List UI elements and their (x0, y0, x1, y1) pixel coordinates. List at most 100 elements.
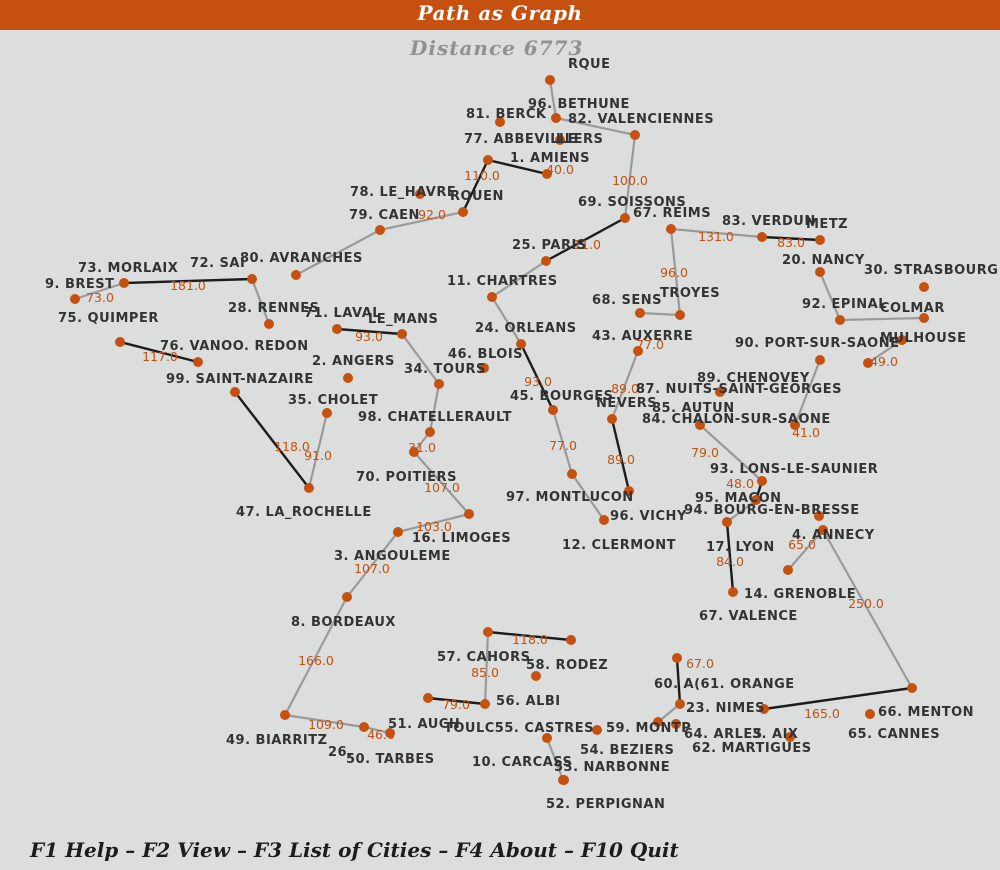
city-node-poitiers[interactable] (409, 447, 419, 457)
city-node-rouen[interactable] (458, 207, 468, 217)
city-node-reims[interactable] (666, 224, 676, 234)
city-label-auxerre: 43. AUXERRE (592, 329, 693, 344)
city-label-martigues: 62. MARTIGUES (692, 741, 812, 756)
city-node-blois[interactable] (479, 363, 489, 373)
city-node-colmar[interactable] (919, 313, 929, 323)
city-node-bourg[interactable] (814, 511, 824, 521)
city-node-strasbourg[interactable] (919, 282, 929, 292)
city-node-cholet[interactable] (322, 408, 332, 418)
city-label-lons: 93. LONS-LE-SAUNIER (710, 462, 878, 477)
city-node-llers[interactable] (555, 135, 565, 145)
edge-weight-label: 118.0 (274, 439, 310, 454)
city-node-angouleme[interactable] (393, 527, 403, 537)
city-node-cahors[interactable] (483, 627, 493, 637)
city-label-aix: 3. AIX (752, 727, 798, 742)
city-node-tarbes[interactable] (385, 728, 395, 738)
city-node-arles[interactable] (671, 719, 681, 729)
city-node-chenove[interactable] (815, 355, 825, 365)
city-node-soissons[interactable] (620, 213, 630, 223)
city-node-nevers[interactable] (607, 414, 617, 424)
city-node-nancy[interactable] (815, 267, 825, 277)
city-label-tarbes: 50. TARBES (346, 752, 435, 767)
city-node-cannes[interactable] (865, 709, 875, 719)
city-node-martigues[interactable] (785, 732, 795, 742)
city-node-morlaix[interactable] (119, 278, 129, 288)
city-node-pau[interactable] (359, 722, 369, 732)
edge-montlucon-clermont (571, 473, 605, 521)
edge-bordeaux-biarritz (284, 596, 348, 716)
city-node-lons[interactable] (757, 476, 767, 486)
city-node-menton[interactable] (907, 683, 917, 693)
city-node-amiens[interactable] (542, 169, 552, 179)
city-node-mulhouse[interactable] (897, 335, 907, 345)
city-node-orleans[interactable] (516, 339, 526, 349)
city-label-narbonne: 53. NARBONNE (554, 760, 670, 775)
city-node-abbeville[interactable] (483, 155, 493, 165)
city-node-montpellier[interactable] (653, 717, 663, 727)
city-node-vannes[interactable] (193, 357, 203, 367)
city-node-quimper[interactable] (115, 337, 125, 347)
city-node-angers[interactable] (343, 373, 353, 383)
city-node-metz[interactable] (815, 235, 825, 245)
city-node-limoges[interactable] (464, 509, 474, 519)
city-node-rque[interactable] (545, 75, 555, 85)
city-node-carcassonne[interactable] (542, 733, 552, 743)
city-node-toulouse[interactable] (480, 699, 490, 709)
city-node-aix[interactable] (759, 704, 769, 714)
city-node-sai[interactable] (247, 274, 257, 284)
edge-epinal-colmar (839, 316, 925, 322)
city-node-vichy[interactable] (624, 486, 634, 496)
city-node-grenoble[interactable] (783, 565, 793, 575)
city-node-beziers[interactable] (592, 725, 602, 735)
city-node-le_havre[interactable] (415, 189, 425, 199)
city-node-auch[interactable] (423, 693, 433, 703)
city-node-valenciennes[interactable] (630, 130, 640, 140)
city-node-macon[interactable] (751, 495, 761, 505)
city-node-le_mans[interactable] (397, 329, 407, 339)
city-node-tours[interactable] (434, 379, 444, 389)
city-node-albi[interactable] (531, 671, 541, 681)
city-node-sens[interactable] (635, 308, 645, 318)
city-node-port_sur_saone[interactable] (863, 358, 873, 368)
city-node-berck[interactable] (495, 117, 505, 127)
city-node-nuits[interactable] (715, 387, 725, 397)
city-node-valence[interactable] (728, 587, 738, 597)
city-node-saint_nazaire[interactable] (230, 387, 240, 397)
city-node-montlucon[interactable] (567, 469, 577, 479)
city-node-bourges[interactable] (548, 405, 558, 415)
city-node-chartres[interactable] (487, 292, 497, 302)
city-node-nimes[interactable] (675, 699, 685, 709)
city-node-avignon[interactable] (672, 653, 682, 663)
city-label-angers: 2. ANGERS (312, 354, 395, 369)
city-node-brest[interactable] (70, 294, 80, 304)
city-node-clermont[interactable] (599, 515, 609, 525)
city-node-bordeaux[interactable] (342, 592, 352, 602)
edge-macon-lyon (726, 499, 757, 523)
city-label-carcassonne: 10. CARCASS (472, 755, 572, 770)
edge-tours-chatellerault (428, 383, 441, 433)
function-key-menu: F1 Help – F2 View – F3 List of Cities – … (30, 838, 679, 862)
city-node-auxerre[interactable] (633, 346, 643, 356)
city-node-rennes[interactable] (264, 319, 274, 329)
city-label-soissons: 69. SOISSONS (578, 195, 686, 210)
city-node-chatellerault[interactable] (425, 427, 435, 437)
city-node-troyes[interactable] (675, 310, 685, 320)
city-node-chalon[interactable] (790, 420, 800, 430)
city-node-perpignan[interactable] (559, 775, 569, 785)
city-node-la_rochelle[interactable] (304, 483, 314, 493)
city-node-rodez[interactable] (566, 635, 576, 645)
city-label-quimper: 75. QUIMPER (58, 311, 159, 326)
city-node-beaune[interactable] (695, 420, 705, 430)
city-node-bethune[interactable] (551, 113, 561, 123)
city-node-biarritz[interactable] (280, 710, 290, 720)
city-node-lyon[interactable] (722, 517, 732, 527)
city-label-verdun: 83. VERDUN (722, 214, 816, 229)
city-node-verdun[interactable] (757, 232, 767, 242)
city-node-paris[interactable] (541, 256, 551, 266)
city-node-caen[interactable] (375, 225, 385, 235)
city-node-epinal[interactable] (835, 315, 845, 325)
city-node-avranches[interactable] (291, 270, 301, 280)
labels-layer: 100.0 40.0 110.0 92.0 11.0 131.0 83.0 96.0 77.0 9… (45, 57, 998, 812)
city-node-annecy[interactable] (818, 525, 828, 535)
city-node-laval[interactable] (332, 324, 342, 334)
